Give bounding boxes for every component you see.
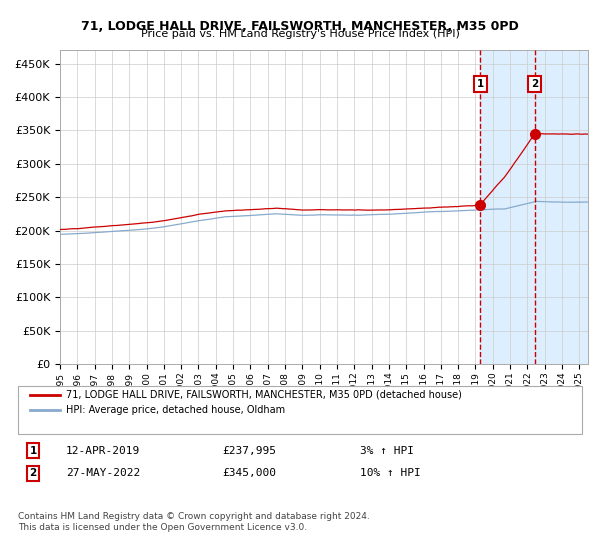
Text: Contains HM Land Registry data © Crown copyright and database right 2024.
This d: Contains HM Land Registry data © Crown c… (18, 512, 370, 532)
Text: 71, LODGE HALL DRIVE, FAILSWORTH, MANCHESTER, M35 0PD (detached house): 71, LODGE HALL DRIVE, FAILSWORTH, MANCHE… (66, 390, 462, 400)
Text: 1: 1 (476, 79, 484, 89)
Bar (481, 50, 600, 364)
Text: 10% ↑ HPI: 10% ↑ HPI (360, 468, 421, 478)
Text: 27-MAY-2022: 27-MAY-2022 (66, 468, 140, 478)
Text: 2: 2 (29, 468, 37, 478)
Text: 71, LODGE HALL DRIVE, FAILSWORTH, MANCHESTER, M35 0PD: 71, LODGE HALL DRIVE, FAILSWORTH, MANCHE… (81, 20, 519, 32)
Text: HPI: Average price, detached house, Oldham: HPI: Average price, detached house, Oldh… (66, 405, 285, 415)
Text: 12-APR-2019: 12-APR-2019 (66, 446, 140, 456)
Text: 3% ↑ HPI: 3% ↑ HPI (360, 446, 414, 456)
Text: 1: 1 (29, 446, 37, 456)
Text: £345,000: £345,000 (222, 468, 276, 478)
Text: £237,995: £237,995 (222, 446, 276, 456)
Text: Price paid vs. HM Land Registry's House Price Index (HPI): Price paid vs. HM Land Registry's House … (140, 29, 460, 39)
Text: 2: 2 (531, 79, 538, 89)
